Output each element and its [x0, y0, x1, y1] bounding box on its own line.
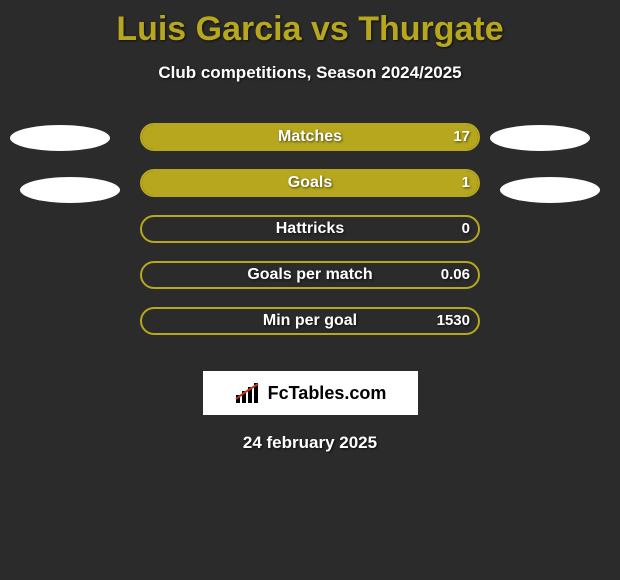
page-title: Luis Garcia vs Thurgate [0, 0, 620, 49]
logo-box: FcTables.com [203, 371, 418, 415]
stat-label: Goals [140, 169, 480, 197]
stat-label: Hattricks [140, 215, 480, 243]
stat-label: Min per goal [140, 307, 480, 335]
stat-value: 17 [453, 123, 470, 151]
stat-value: 0.06 [441, 261, 470, 289]
stat-value: 0 [462, 215, 470, 243]
stat-row: Min per goal 1530 [0, 307, 620, 353]
stats-area: Matches 17 Goals 1 Hattricks 0 Goals per… [0, 123, 620, 353]
stat-label: Goals per match [140, 261, 480, 289]
bar-chart-icon [234, 381, 262, 405]
stat-row: Goals per match 0.06 [0, 261, 620, 307]
stat-row: Hattricks 0 [0, 215, 620, 261]
stat-label: Matches [140, 123, 480, 151]
stat-row: Matches 17 [0, 123, 620, 169]
logo-text: FcTables.com [268, 383, 387, 404]
date-text: 24 february 2025 [0, 433, 620, 453]
stat-value: 1 [462, 169, 470, 197]
stat-value: 1530 [437, 307, 470, 335]
page-subtitle: Club competitions, Season 2024/2025 [0, 63, 620, 83]
stat-row: Goals 1 [0, 169, 620, 215]
